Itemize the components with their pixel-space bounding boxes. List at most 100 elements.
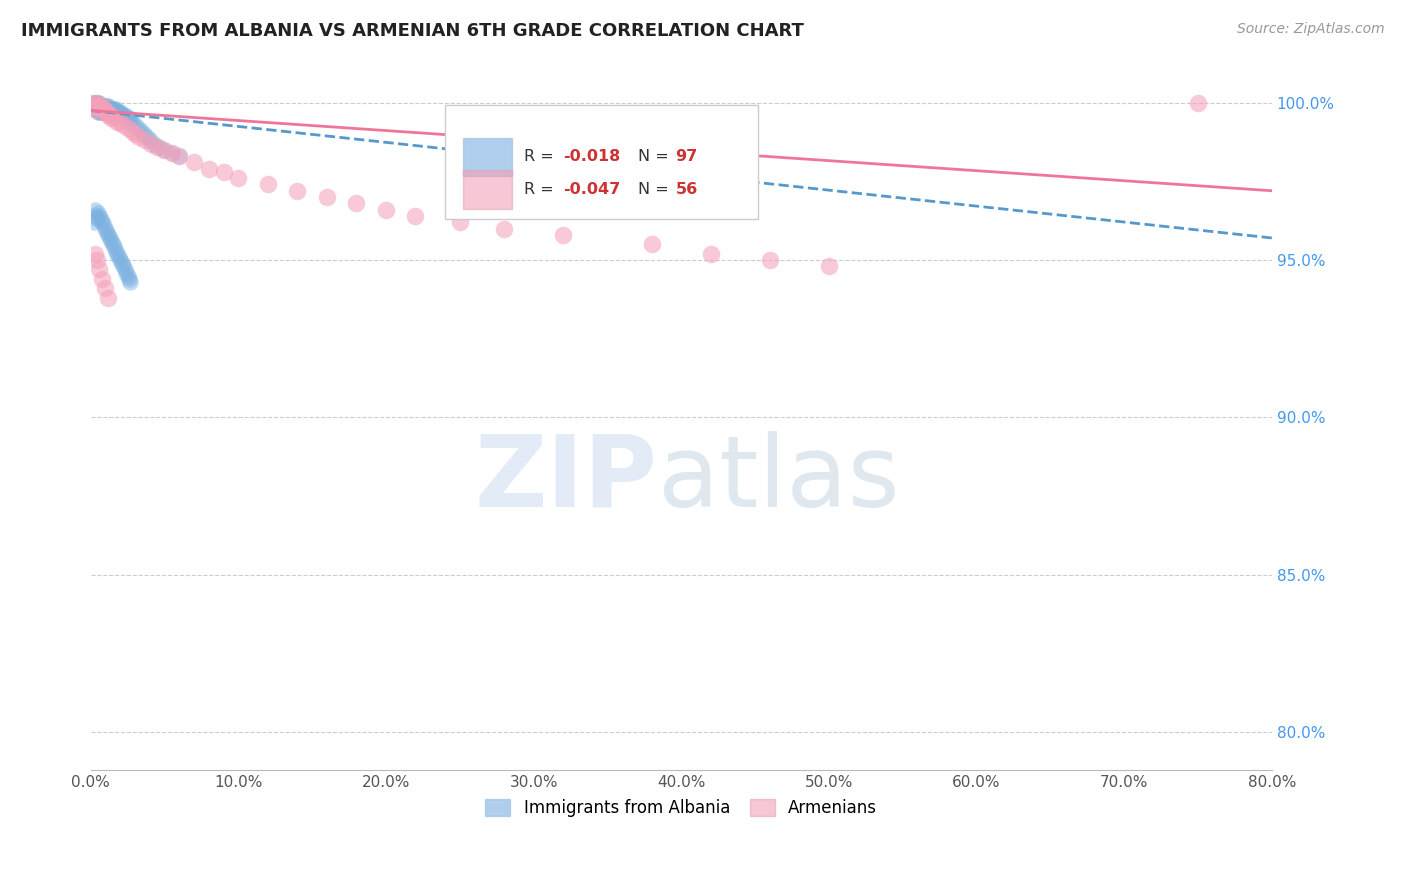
Point (83, 215, 105, 229)
Point (103, 102, 125, 116)
Point (138, 133, 160, 147)
Point (105, 246, 128, 260)
Point (87, 102, 110, 116)
Point (90, 99, 112, 113)
Point (108, 253, 131, 268)
Point (449, 215, 471, 229)
Point (89, 99, 111, 113)
Point (256, 178, 278, 192)
Point (84, 246, 107, 260)
Point (105, 108, 128, 122)
Point (1187, 95, 1209, 110)
Legend: Immigrants from Albania, Armenians: Immigrants from Albania, Armenians (478, 792, 884, 824)
FancyBboxPatch shape (446, 105, 758, 219)
Point (93, 102, 115, 116)
Point (183, 155, 205, 169)
Point (100, 234, 122, 248)
Point (86, 95, 108, 110)
Point (89, 262, 111, 277)
Text: ZIP: ZIP (475, 431, 658, 528)
Point (91, 102, 114, 116)
Point (84, 99, 107, 113)
Point (108, 105, 131, 120)
Point (91, 105, 114, 120)
Point (93, 99, 115, 113)
Point (83, 99, 105, 113)
Point (91, 99, 114, 113)
Point (108, 114, 131, 128)
Point (84, 99, 107, 113)
Point (117, 268, 139, 283)
Point (87, 105, 110, 120)
Point (84, 102, 107, 116)
Point (97, 102, 120, 116)
Point (120, 114, 142, 128)
Point (89, 105, 111, 120)
Point (111, 256, 134, 270)
Point (818, 260, 841, 274)
Point (107, 105, 129, 120)
Point (167, 149, 190, 163)
Point (86, 95, 108, 110)
Point (115, 266, 138, 280)
Point (148, 139, 170, 153)
Point (101, 105, 124, 120)
Point (132, 127, 155, 141)
Point (87, 206, 110, 220)
Point (83, 99, 105, 113)
Point (146, 139, 169, 153)
Point (112, 260, 135, 274)
Point (86, 99, 108, 113)
Point (90, 105, 112, 120)
Point (100, 105, 122, 120)
Point (96, 105, 118, 120)
Point (124, 127, 146, 141)
Point (94, 99, 117, 113)
Point (90, 102, 112, 116)
FancyBboxPatch shape (463, 169, 512, 209)
Point (129, 124, 152, 138)
Point (90, 102, 112, 116)
Point (80, 99, 103, 113)
Point (167, 149, 190, 163)
Text: -0.047: -0.047 (564, 182, 620, 196)
Point (134, 133, 156, 147)
Text: R =: R = (524, 182, 560, 196)
Point (87, 95, 110, 110)
Point (96, 102, 118, 116)
Text: Source: ZipAtlas.com: Source: ZipAtlas.com (1237, 22, 1385, 37)
Point (374, 202, 396, 217)
Point (641, 237, 664, 252)
Point (100, 112, 122, 126)
Point (117, 112, 139, 126)
Point (104, 105, 127, 120)
Point (197, 161, 219, 176)
Point (103, 105, 125, 120)
Point (105, 114, 128, 128)
Point (553, 227, 575, 242)
Point (93, 219, 115, 233)
Point (98, 102, 121, 116)
Point (759, 253, 782, 268)
Point (118, 112, 141, 126)
Point (91, 215, 114, 229)
Point (93, 105, 115, 120)
Point (104, 102, 127, 116)
Point (128, 130, 150, 145)
Point (494, 221, 516, 235)
Point (700, 246, 723, 260)
Point (112, 118, 135, 132)
Text: atlas: atlas (658, 431, 900, 528)
Point (97, 108, 120, 122)
Point (90, 212, 112, 227)
Point (212, 165, 235, 179)
Point (97, 105, 120, 120)
Point (105, 105, 128, 120)
Point (80, 99, 103, 113)
Point (160, 146, 183, 161)
Point (127, 120, 149, 135)
Point (344, 196, 367, 211)
Point (86, 212, 108, 227)
Point (93, 102, 115, 116)
Point (86, 102, 108, 116)
